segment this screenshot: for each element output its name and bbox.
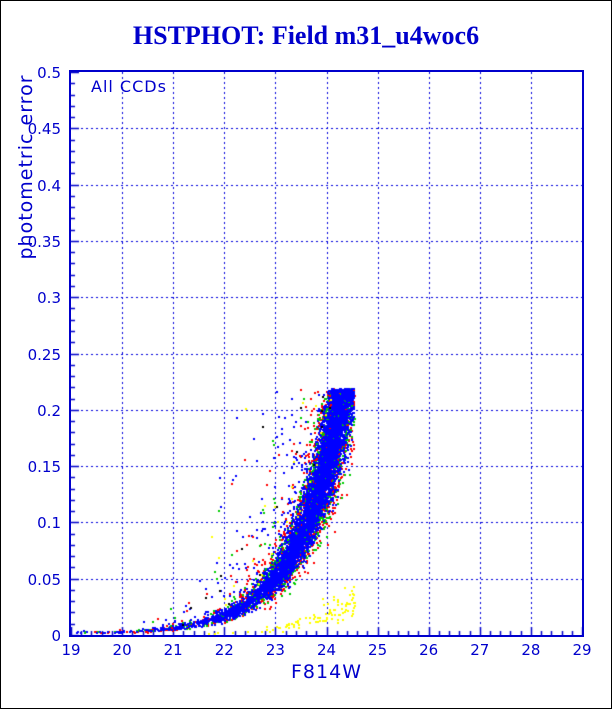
plot-frame: All CCDs [69, 70, 584, 637]
x-tick-label: 25 [368, 641, 388, 659]
x-tick-label: 23 [265, 641, 285, 659]
plot-title: HSTPHOT: Field m31_u4woc6 [132, 21, 480, 50]
x-tick-label: 22 [214, 641, 234, 659]
y-axis-label: photometric error [15, 74, 37, 260]
x-tick-label: 24 [316, 641, 337, 659]
y-tick-label: 0.4 [37, 176, 61, 195]
x-tick-label: 21 [163, 641, 183, 659]
y-tick-label: 0.45 [27, 120, 61, 139]
y-tick-label: 0.2 [37, 401, 61, 420]
y-tick-label: 0.5 [37, 64, 61, 82]
x-tick-label: 27 [470, 641, 490, 659]
y-tick-label: 0.35 [27, 232, 61, 251]
scatter-plot-canvas [71, 72, 582, 635]
x-tick-label: 19 [61, 641, 81, 659]
x-axis-label: F814W [291, 661, 362, 683]
y-tick-label: 0.3 [37, 289, 61, 308]
y-tick-label: 0 [51, 627, 61, 645]
x-tick-label: 29 [572, 641, 592, 659]
y-tick-label: 0.1 [37, 514, 61, 533]
y-tick-label: 0.15 [27, 458, 61, 477]
y-tick-label: 0.25 [27, 345, 61, 364]
x-tick-label: 26 [419, 641, 439, 659]
y-tick-label: 0.05 [27, 570, 61, 589]
x-tick-label: 20 [112, 641, 132, 659]
ccd-annotation: All CCDs [91, 77, 167, 96]
x-tick-label: 28 [521, 641, 541, 659]
